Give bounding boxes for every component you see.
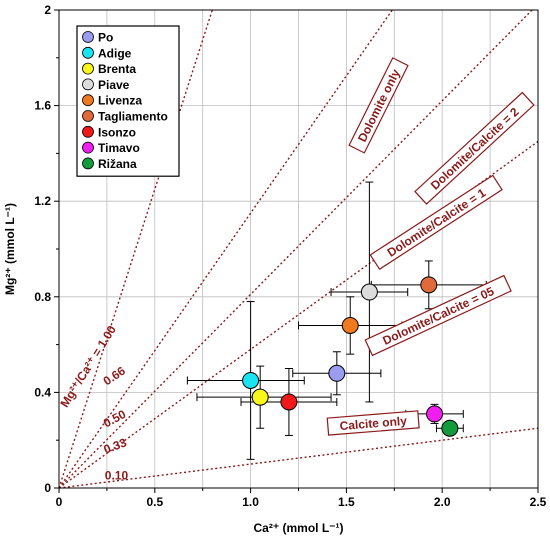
x-tick-label: 2.0 bbox=[434, 495, 451, 509]
ratio-label-box bbox=[414, 91, 535, 205]
ratio-annotation: 0.33 bbox=[102, 435, 129, 456]
x-tick-label: 1.5 bbox=[338, 495, 355, 509]
x-tick-label: 0.5 bbox=[146, 495, 163, 509]
ratio-line-label: Dolomite/Calcite = 05 bbox=[364, 274, 512, 357]
x-tick-label: 0 bbox=[56, 495, 63, 509]
y-tick-label: 0 bbox=[44, 481, 51, 495]
ratio-annotation: 0.66 bbox=[101, 363, 128, 388]
legend-marker bbox=[82, 46, 94, 59]
ratio-label-text: Calcite only bbox=[339, 414, 408, 433]
y-tick-label: 0.4 bbox=[34, 385, 51, 399]
y-tick-label: 1.2 bbox=[34, 194, 51, 208]
y-tick-label: 2 bbox=[44, 3, 51, 17]
data-point-po bbox=[328, 364, 346, 382]
legend-marker bbox=[82, 62, 94, 75]
ratio-label-box bbox=[369, 174, 503, 271]
ratio-line-labels: Dolomite only Dolomite/Calcite = 2Dolomit… bbox=[326, 57, 535, 436]
legend-marker bbox=[82, 157, 94, 170]
legend-marker bbox=[82, 141, 94, 154]
ratio-label-text: Dolomite/Calcite = 05 bbox=[381, 284, 497, 348]
legend-box bbox=[76, 25, 180, 177]
legend-marker bbox=[82, 94, 94, 107]
y-axis-ticks: 0 0.4 0.8 1.2 1.6 2 bbox=[34, 3, 59, 495]
legend-label: Rižana bbox=[98, 157, 137, 171]
data-point-brenta bbox=[251, 388, 269, 406]
data-point-adige bbox=[242, 371, 260, 389]
legend-marker bbox=[82, 125, 94, 138]
data-point-isonzo bbox=[280, 393, 298, 411]
y-axis-title: Mg²⁺ (mmol L⁻¹) bbox=[3, 203, 17, 295]
legend-label: Timavo bbox=[98, 141, 140, 155]
y-tick-label: 1.6 bbox=[34, 99, 51, 113]
data-points bbox=[242, 276, 459, 437]
ratio-label-box bbox=[348, 57, 409, 154]
x-axis-ticks: 0 0.5 1.0 1.5 2.0 2.5 bbox=[56, 488, 547, 509]
legend-label: Isonzo bbox=[98, 125, 136, 139]
legend-marker bbox=[82, 78, 94, 91]
legend-label: Brenta bbox=[98, 62, 136, 76]
grid-lines bbox=[59, 10, 538, 488]
x-tick-label: 2.5 bbox=[530, 495, 547, 509]
data-point-tagliamento bbox=[420, 276, 438, 294]
legend-label: Livenza bbox=[98, 94, 142, 108]
data-point-timavo bbox=[426, 405, 444, 423]
ratio-label-text: Dolomite/Calcite = 1 bbox=[385, 186, 489, 260]
ratio-label-box bbox=[364, 274, 512, 357]
data-point-livenza bbox=[341, 316, 359, 334]
legend-marker bbox=[82, 110, 94, 122]
ratio-line bbox=[58, 427, 539, 489]
data-point-piave bbox=[360, 283, 378, 301]
legend-label: Piave bbox=[98, 78, 130, 92]
ratio-annotation: 0.50 bbox=[101, 407, 128, 430]
ratio-annotation: 0.10 bbox=[105, 469, 129, 483]
legend-label: Po bbox=[98, 31, 113, 45]
legend-marker bbox=[82, 31, 94, 43]
ratio-label-box bbox=[326, 410, 420, 436]
y-tick-label: 0.8 bbox=[34, 290, 51, 304]
ratio-lines bbox=[58, 9, 539, 489]
x-tick-label: 1.0 bbox=[242, 495, 259, 509]
data-point-rižana bbox=[441, 419, 459, 437]
legend-label: Adige bbox=[98, 46, 132, 60]
legend-label: Tagliamento bbox=[98, 110, 168, 124]
ratio-line-label: Calcite only bbox=[326, 410, 420, 436]
x-axis-title: Ca²⁺ (mmol L⁻¹) bbox=[254, 521, 344, 535]
